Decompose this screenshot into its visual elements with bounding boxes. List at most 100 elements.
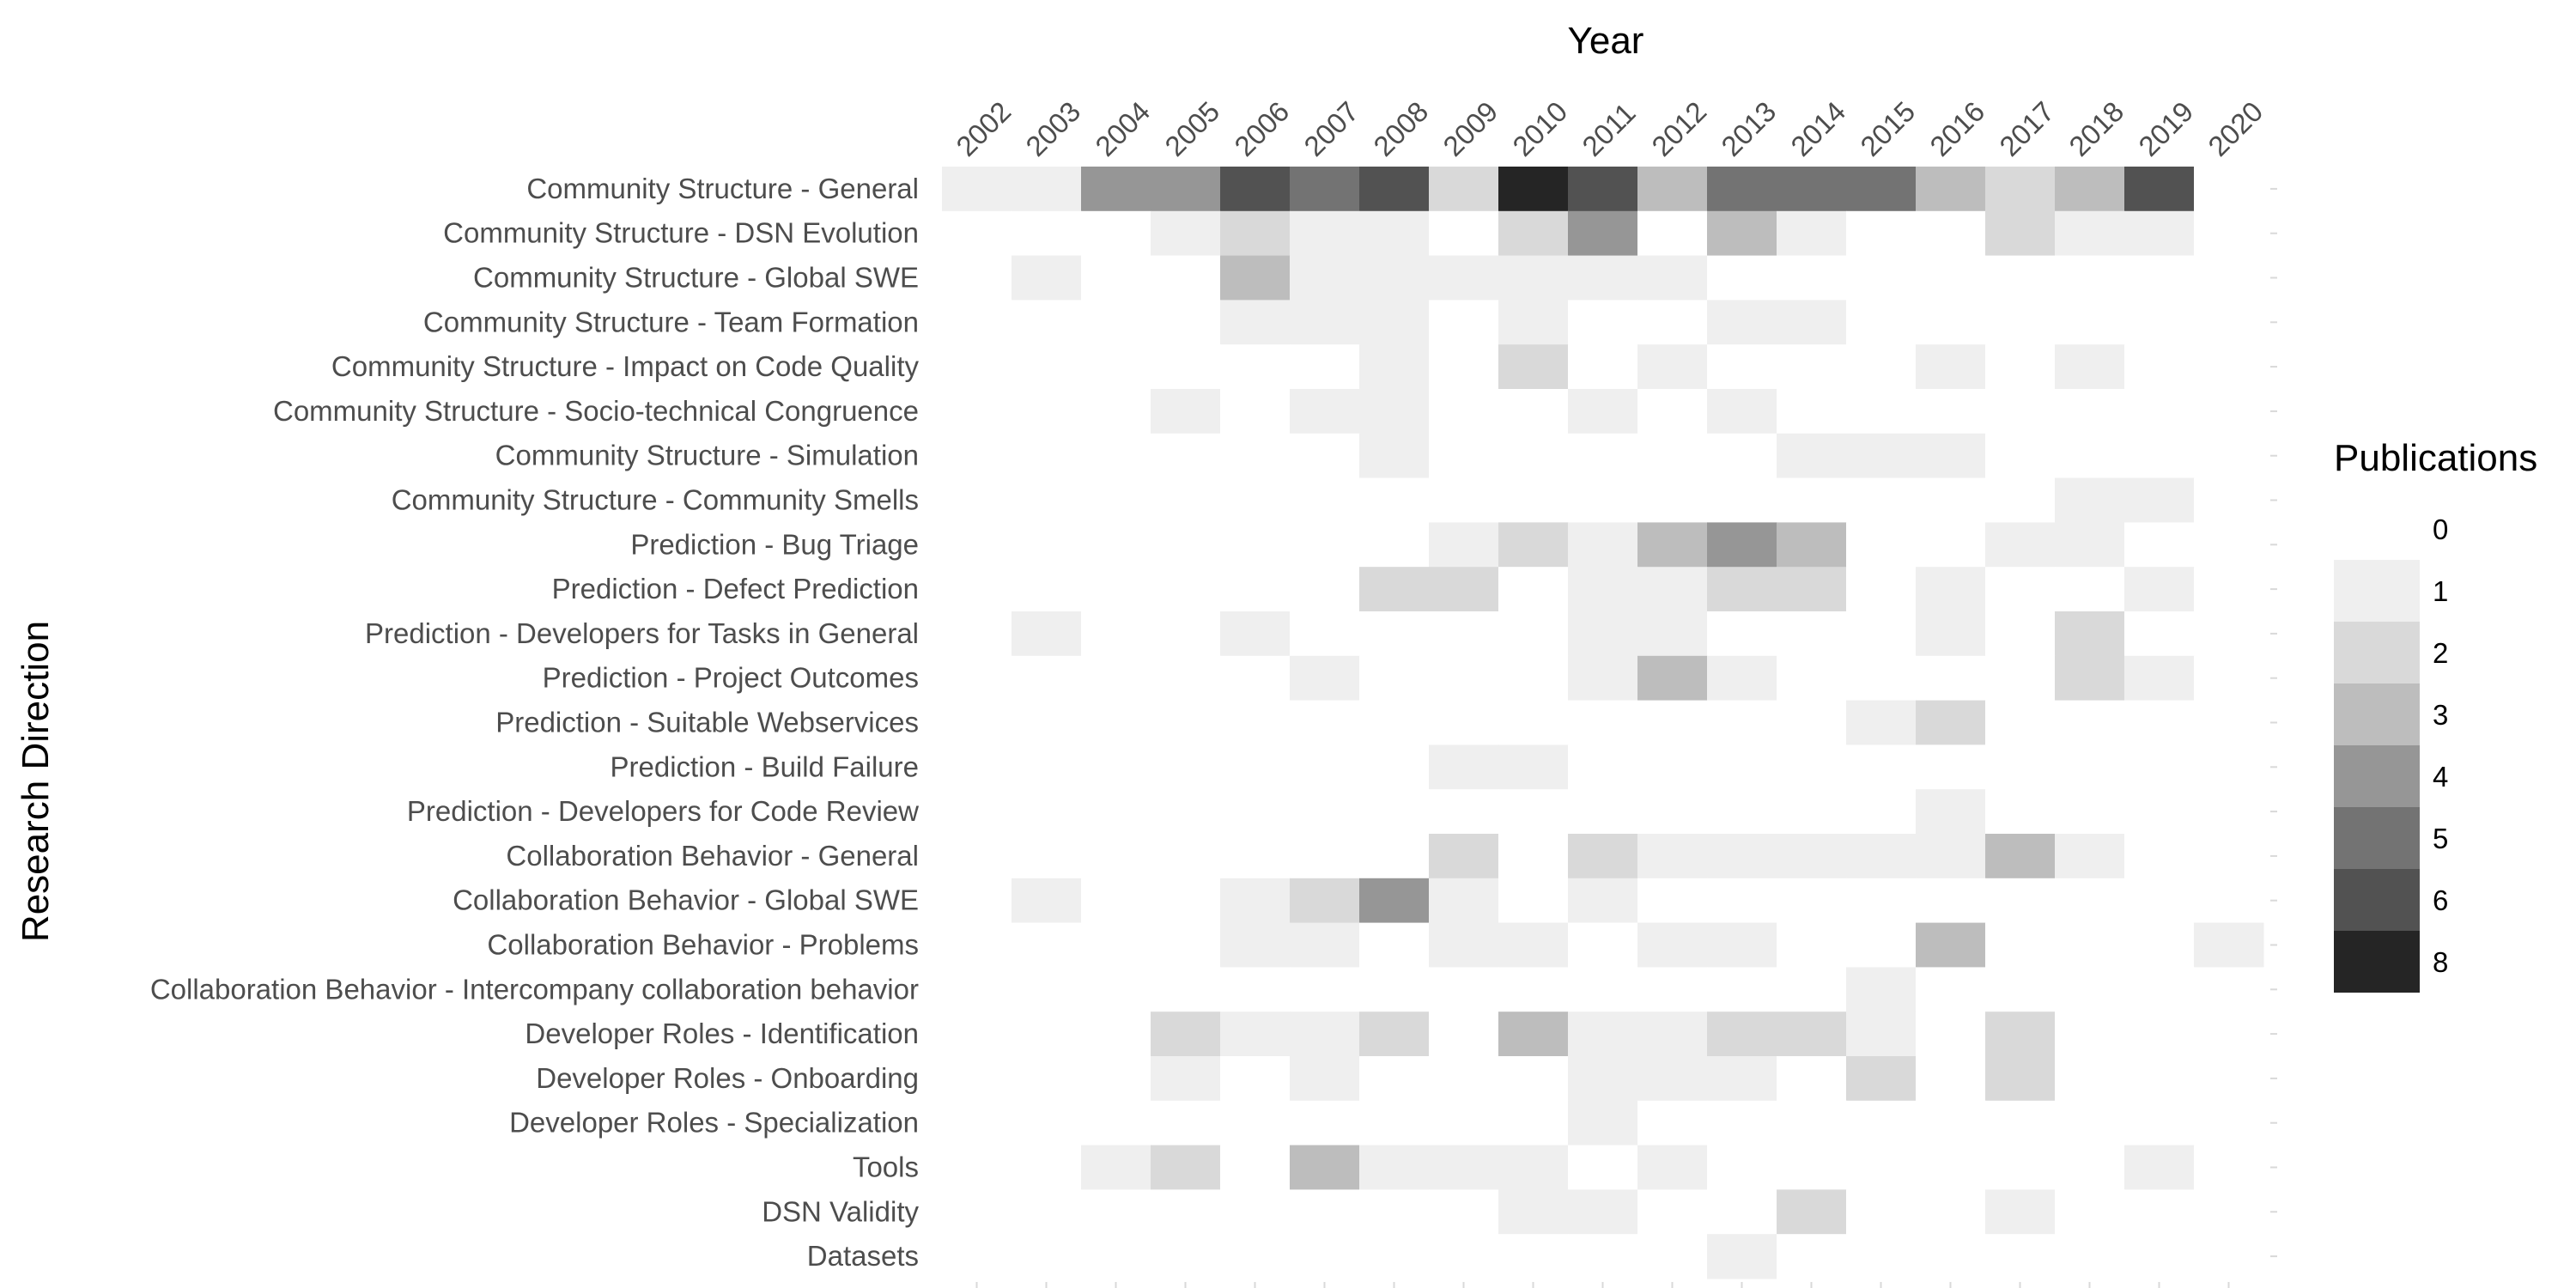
- heatmap-cell: [2194, 655, 2264, 702]
- heatmap-cell: [1151, 1056, 1221, 1102]
- heatmap-cell: [1985, 744, 2056, 790]
- heatmap-cell: [1846, 389, 1917, 434]
- heatmap-cell: [1777, 878, 1847, 924]
- heatmap-cell: [1081, 744, 1151, 790]
- heatmap-cell: [1985, 878, 2056, 924]
- heatmap-cell: [1916, 433, 1986, 479]
- heatmap-cell: [1220, 1100, 1291, 1146]
- heatmap-cell: [1012, 389, 1082, 434]
- heatmap-cell: [1429, 567, 1499, 612]
- heatmap-cell: [2194, 255, 2264, 301]
- heatmap-cell: [2055, 477, 2125, 523]
- heatmap-cell: [1637, 255, 1708, 301]
- heatmap-cell: [942, 167, 1012, 212]
- heatmap-cell: [1707, 922, 1777, 968]
- heatmap-cell: [1498, 744, 1569, 790]
- heatmap-cell: [1707, 1189, 1777, 1235]
- heatmap-cell: [1359, 1145, 1430, 1190]
- heatmap-cell: [1151, 477, 1221, 523]
- row-label: Developer Roles - Identification: [525, 1018, 919, 1049]
- legend: Publications 0 1 2 3 4 5 6 8: [2334, 437, 2537, 993]
- heatmap-cell: [1777, 1012, 1847, 1057]
- heatmap-cell: [1985, 1234, 2056, 1279]
- heatmap-cell: [942, 344, 1012, 390]
- heatmap-cell: [1707, 834, 1777, 879]
- heatmap-cell: [1498, 210, 1569, 257]
- row-label: Datasets: [807, 1240, 919, 1272]
- heatmap-cell: [1568, 878, 1638, 924]
- heatmap-cell: [2194, 1012, 2264, 1057]
- heatmap-cell: [1637, 567, 1708, 612]
- heatmap-cell: [1707, 567, 1777, 612]
- heatmap-cell: [1359, 210, 1430, 257]
- heatmap-cell: [1637, 967, 1708, 1012]
- heatmap-cell: [1498, 834, 1569, 879]
- heatmap-cell: [1568, 834, 1638, 879]
- heatmap-cell: [1290, 522, 1360, 568]
- heatmap-cell: [1846, 655, 1917, 702]
- heatmap-cell: [1985, 433, 2056, 479]
- heatmap-cell: [1359, 1056, 1430, 1102]
- heatmap-cell: [2055, 300, 2125, 345]
- heatmap-cell: [1637, 1189, 1708, 1235]
- heatmap-cell: [1290, 344, 1360, 390]
- heatmap-cell: [1777, 744, 1847, 790]
- heatmap-cell: [1429, 300, 1499, 345]
- heatmap-cell: [1012, 700, 1082, 745]
- heatmap-cell: [2055, 1189, 2125, 1235]
- heatmap-cell: [1012, 967, 1082, 1012]
- heatmap-cell: [1012, 1234, 1082, 1279]
- heatmap-cell: [1220, 700, 1291, 745]
- heatmap-cell: [1290, 477, 1360, 523]
- heatmap-cell: [1290, 922, 1360, 968]
- heatmap-cell: [1081, 210, 1151, 257]
- heatmap-cell: [2124, 255, 2195, 301]
- legend-swatch: [2334, 560, 2420, 622]
- heatmap-cell: [2055, 1012, 2125, 1057]
- heatmap-cell: [2194, 611, 2264, 657]
- heatmap-cell: [1081, 1145, 1151, 1190]
- heatmap-cell: [1707, 789, 1777, 835]
- heatmap-cell: [1916, 655, 1986, 702]
- heatmap-cell: [1985, 700, 2056, 745]
- heatmap-cell: [1151, 167, 1221, 212]
- heatmap-cell: [1359, 1012, 1430, 1057]
- heatmap-cell: [1220, 1234, 1291, 1279]
- heatmap-cell: [1151, 834, 1221, 879]
- heatmap-cell: [1637, 700, 1708, 745]
- heatmap-cell: [1846, 922, 1917, 968]
- heatmap-cell: [1359, 834, 1430, 879]
- heatmap-cell: [1846, 789, 1917, 835]
- heatmap-cell: [1081, 878, 1151, 924]
- heatmap-cell: [1290, 567, 1360, 612]
- heatmap-cell: [1568, 344, 1638, 390]
- heatmap-cell: [2055, 700, 2125, 745]
- heatmap-cell: [1637, 210, 1708, 257]
- heatmap-cell: [1151, 789, 1221, 835]
- heatmap-cell: [1081, 433, 1151, 479]
- heatmap-cell: [1290, 611, 1360, 657]
- heatmap-cell: [1777, 477, 1847, 523]
- heatmap-cell: [1081, 834, 1151, 879]
- heatmap-cell: [1429, 611, 1499, 657]
- heatmap-cell: [1081, 522, 1151, 568]
- heatmap-cell: [1637, 655, 1708, 702]
- heatmap-cell: [1498, 611, 1569, 657]
- legend-swatch: [2334, 498, 2420, 560]
- heatmap-cell: [2055, 834, 2125, 879]
- heatmap-cell: [1985, 389, 2056, 434]
- heatmap-cell: [1916, 1189, 1986, 1235]
- heatmap-cell: [1151, 344, 1221, 390]
- heatmap-cell: [1498, 477, 1569, 523]
- heatmap-cell: [1151, 878, 1221, 924]
- heatmap-cell: [1359, 522, 1430, 568]
- heatmap-cell: [2055, 167, 2125, 212]
- heatmap-cell: [2124, 922, 2195, 968]
- heatmap-cell: [1151, 744, 1221, 790]
- heatmap-cell: [1568, 967, 1638, 1012]
- heatmap-cell: [1290, 1012, 1360, 1057]
- heatmap-cell: [1290, 167, 1360, 212]
- heatmap-cell: [2055, 389, 2125, 434]
- heatmap-cell: [1290, 1145, 1360, 1190]
- heatmap-cell: [1012, 344, 1082, 390]
